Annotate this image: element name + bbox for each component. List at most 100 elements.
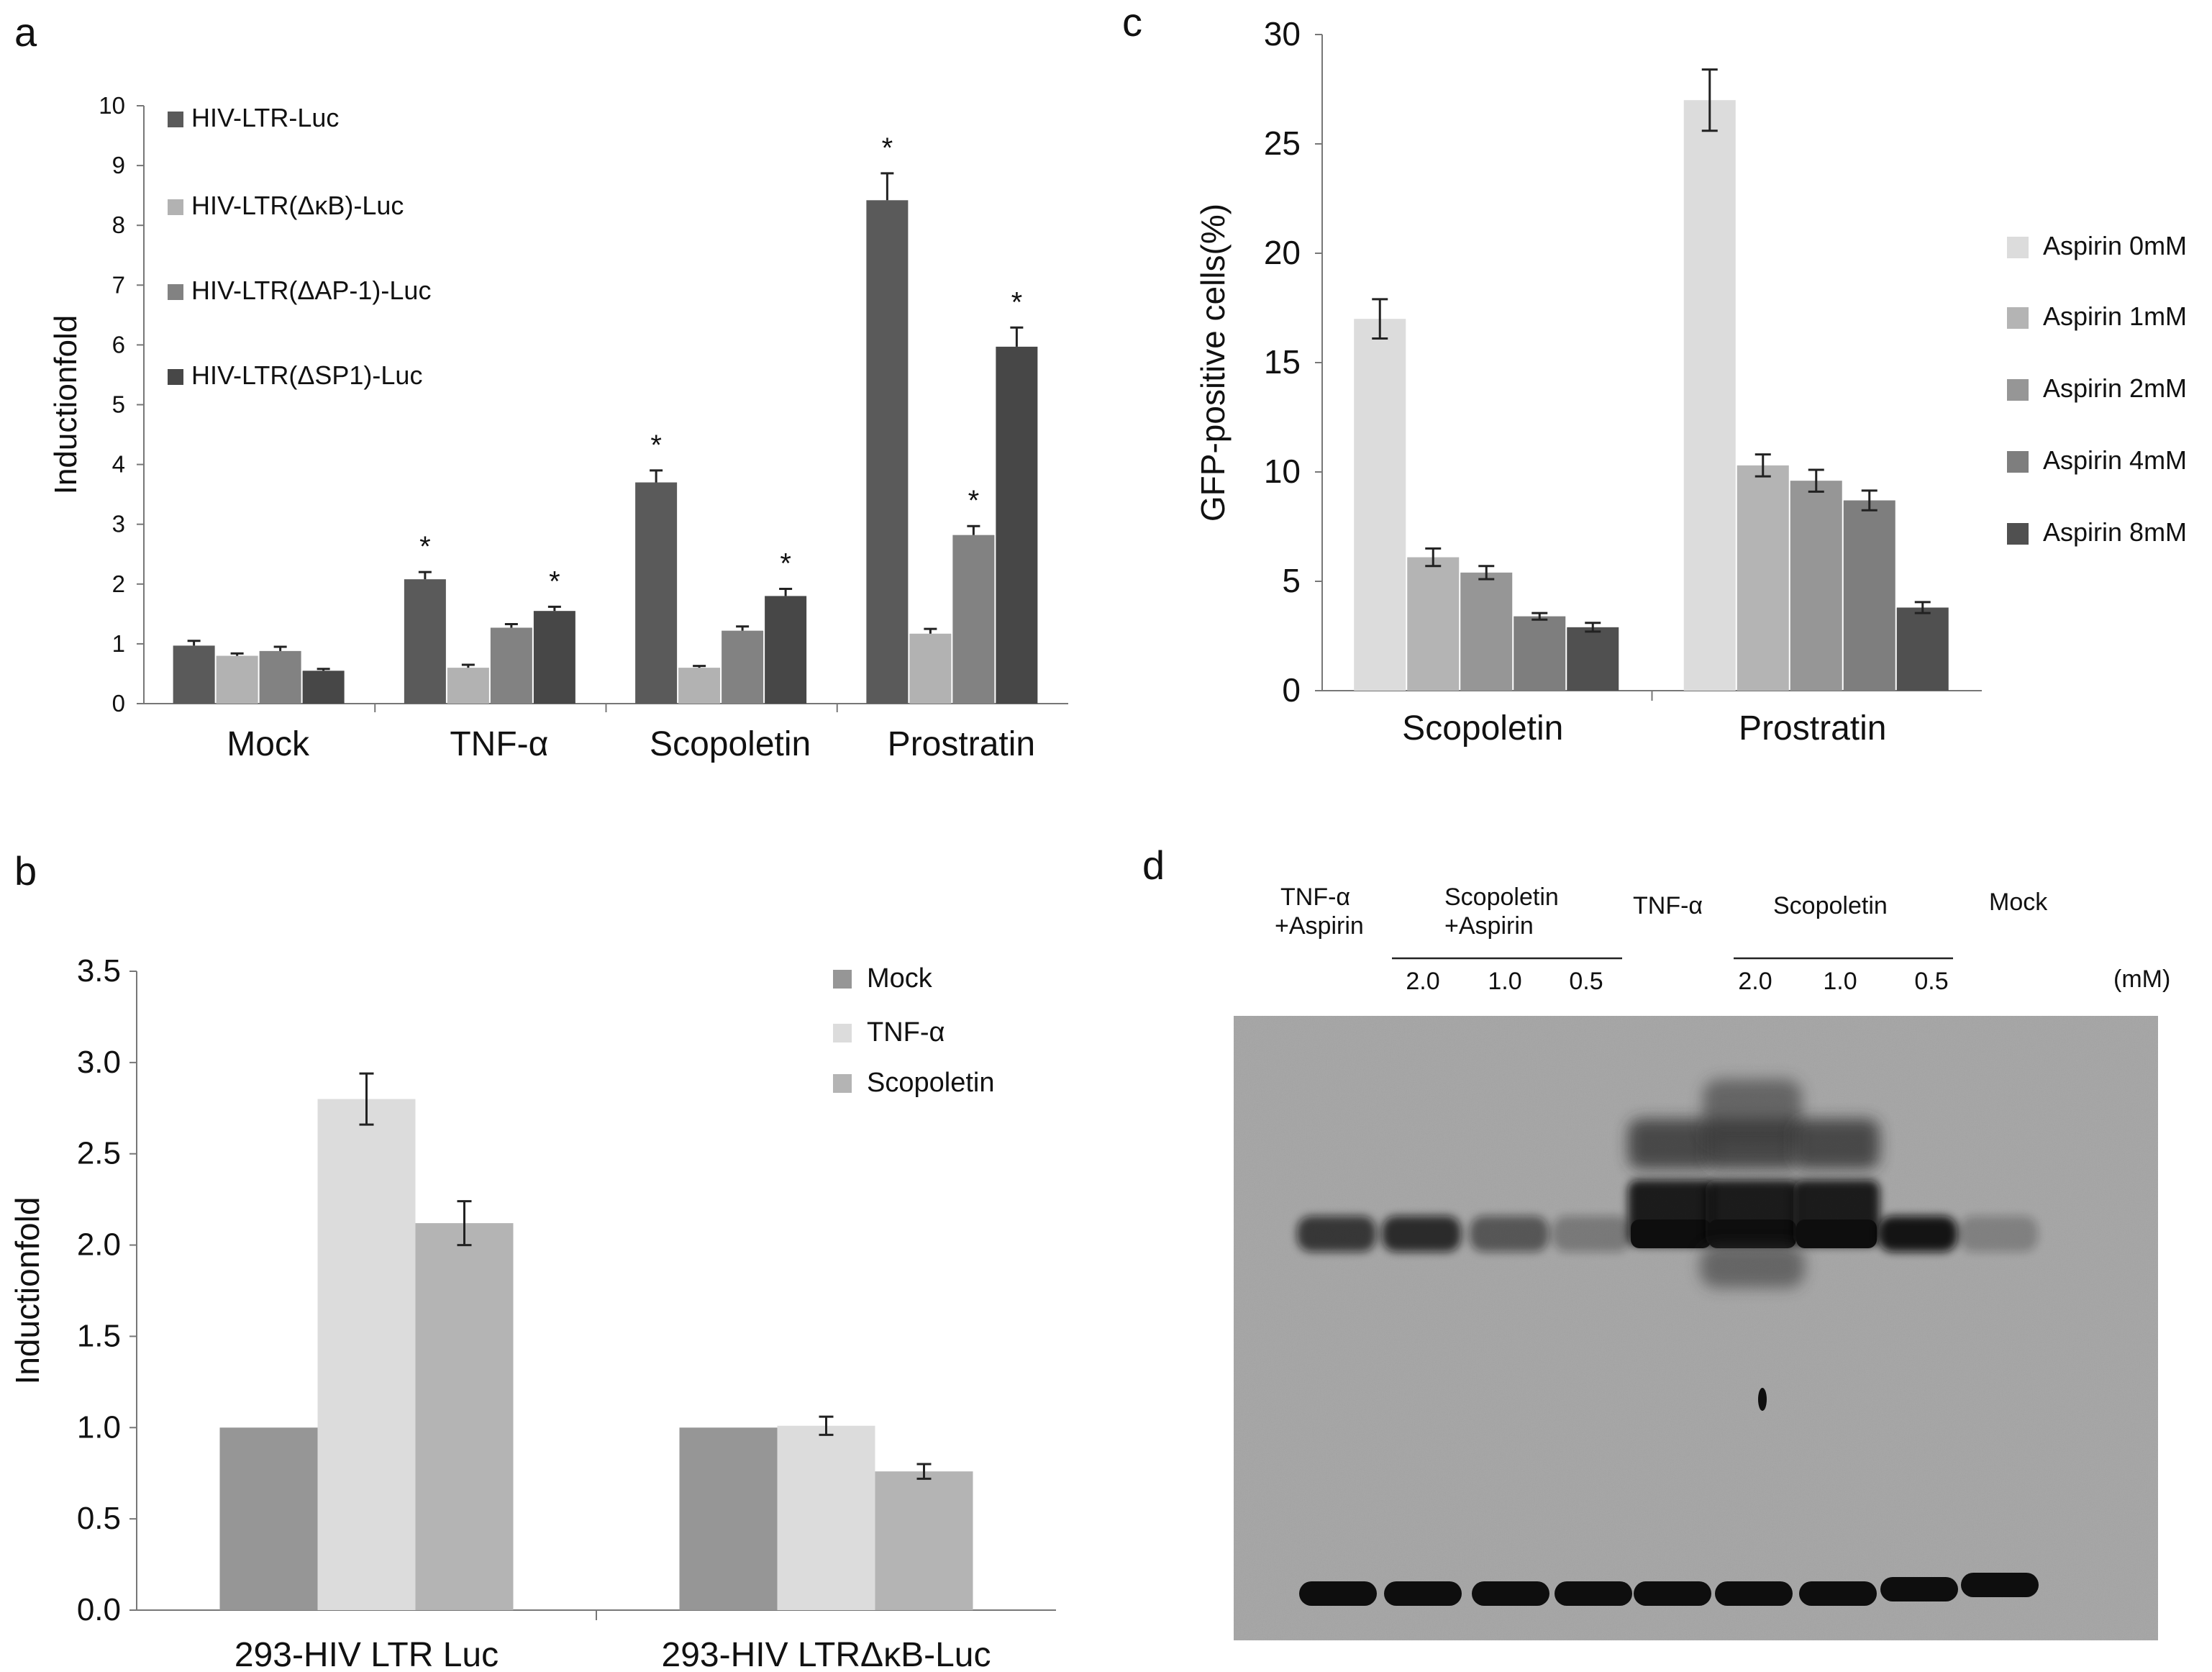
y-tick-label: 25	[1264, 124, 1301, 162]
gel-group-label-2a: Scopoletin	[1444, 883, 1559, 911]
shift-band-smear	[1793, 1119, 1880, 1169]
significance-star: *	[780, 548, 791, 579]
chart-c: 0 5 10 15 20 25 30 GFP-positive cells(%) Scopole…	[1194, 15, 2187, 748]
bar	[259, 650, 301, 704]
shift-band-smear	[1703, 1079, 1802, 1144]
y-tick-label: 1.5	[77, 1318, 121, 1353]
x-tick-label: Mock	[227, 725, 310, 763]
significance-star: *	[1011, 286, 1023, 318]
y-tick-label: 5	[112, 391, 125, 418]
loading-band	[1715, 1581, 1793, 1606]
loading-band	[1799, 1581, 1877, 1606]
panel-letter-a: a	[14, 9, 37, 55]
y-tick-label: 3.0	[77, 1045, 121, 1080]
x-tick-label: Scopoletin	[650, 725, 811, 763]
bar	[1460, 572, 1513, 691]
shift-band-lower	[1631, 1219, 1711, 1248]
significance-star: *	[968, 485, 980, 517]
y-tick-label: 1.0	[77, 1409, 121, 1445]
y-tick-label: 5	[1282, 562, 1301, 599]
bar	[875, 1471, 973, 1610]
gel-panel: TNF-α +Aspirin Scopoletin +Aspirin TNF-α…	[1234, 883, 2170, 1640]
bar	[635, 482, 678, 704]
y-tick-label: 0	[1282, 671, 1301, 709]
bar	[996, 346, 1038, 704]
x-tick-label: 293-HIV LTR Luc	[235, 1636, 499, 1672]
bar	[302, 671, 345, 704]
legend-label: Aspirin 2mM	[2043, 373, 2187, 403]
shift-band	[1382, 1216, 1461, 1252]
gel-dose-label: 2.0	[1406, 968, 1439, 995]
gel-dose-label: 0.5	[1569, 968, 1603, 995]
x-tick-label: Scopoletin	[1402, 709, 1563, 748]
shift-band-smear	[1700, 1245, 1805, 1288]
chart-b: 0.0 0.5 1.0 1.5 2.0 2.5 3.0 3.5 Inductionfold 293…	[9, 953, 1056, 1672]
bar	[678, 668, 721, 704]
y-tick-label: 3	[112, 511, 125, 537]
legend-swatch	[2007, 379, 2029, 401]
loading-band	[1880, 1577, 1958, 1601]
panel-letter-c: c	[1122, 0, 1142, 45]
shift-band	[1552, 1216, 1631, 1252]
bar	[777, 1425, 875, 1610]
gel-dose-label: 1.0	[1823, 968, 1857, 995]
legend-label: Scopoletin	[867, 1068, 994, 1098]
significance-star: *	[549, 565, 560, 597]
y-tick-label: 2.0	[77, 1227, 121, 1263]
bar	[173, 645, 215, 704]
gel-group-label-4: Scopoletin	[1773, 892, 1888, 919]
x-tick-label: 293-HIV LTRΔκB-Luc	[662, 1636, 991, 1672]
bar	[722, 630, 764, 704]
gel-group-label-5: Mock	[1989, 889, 2048, 916]
legend-swatch	[833, 970, 852, 989]
y-tick-label: 6	[112, 331, 125, 358]
shift-band-lower	[1708, 1219, 1796, 1248]
bar	[1514, 616, 1566, 691]
panel-letter-d: d	[1142, 842, 1165, 888]
y-tick-label: 20	[1264, 234, 1301, 271]
bar	[404, 579, 446, 704]
legend-label: Mock	[867, 963, 933, 994]
bar	[533, 611, 575, 704]
significance-star: *	[882, 132, 893, 164]
gel-group-label-1b: +Aspirin	[1275, 912, 1364, 940]
bar	[1683, 100, 1736, 691]
y-tick-label: 15	[1264, 343, 1301, 381]
y-axis-title: Inductionfold	[48, 315, 83, 495]
shift-band-smear	[1628, 1119, 1714, 1169]
y-axis-title: GFP-positive cells(%)	[1194, 204, 1232, 522]
chart-a: 0 1 2 3 4 5 6 7 8 9 10 Inductionfold Mock TNF-α * * Scop…	[48, 92, 1068, 763]
bar	[216, 655, 258, 704]
shift-band	[1297, 1216, 1376, 1252]
x-tick-label: Prostratin	[888, 725, 1035, 763]
gel-artifact-spot	[1758, 1388, 1767, 1411]
y-tick-label: 0.0	[77, 1592, 121, 1627]
shift-band	[1959, 1216, 2038, 1252]
loading-band	[1555, 1581, 1632, 1606]
shift-band-lower	[1796, 1219, 1877, 1248]
legend-label: HIV-LTR-Luc	[191, 103, 339, 132]
significance-star: *	[419, 531, 431, 563]
y-tick-label: 30	[1264, 15, 1301, 53]
legend-swatch	[2007, 451, 2029, 473]
bar	[1843, 500, 1895, 691]
gel-unit-label: (mM)	[2113, 966, 2170, 993]
legend-label: HIV-LTR(ΔSP1)-Luc	[191, 360, 422, 390]
y-tick-label: 8	[112, 212, 125, 238]
gel-bands	[1297, 1079, 2039, 1606]
legend-swatch	[168, 284, 183, 300]
bar	[1737, 465, 1789, 691]
y-tick-label: 0	[112, 690, 125, 717]
gel-group-label-1a: TNF-α	[1280, 883, 1350, 911]
legend-label: TNF-α	[867, 1017, 945, 1048]
loading-band	[1299, 1581, 1377, 1606]
bar	[1407, 557, 1460, 691]
legend-label: Aspirin 1mM	[2043, 301, 2187, 331]
legend-label: Aspirin 4mM	[2043, 445, 2187, 475]
loading-band	[1472, 1581, 1549, 1606]
bar	[866, 200, 909, 704]
y-tick-label: 10	[1264, 453, 1301, 490]
significance-star: *	[650, 430, 662, 461]
y-tick-label: 0.5	[77, 1501, 121, 1536]
